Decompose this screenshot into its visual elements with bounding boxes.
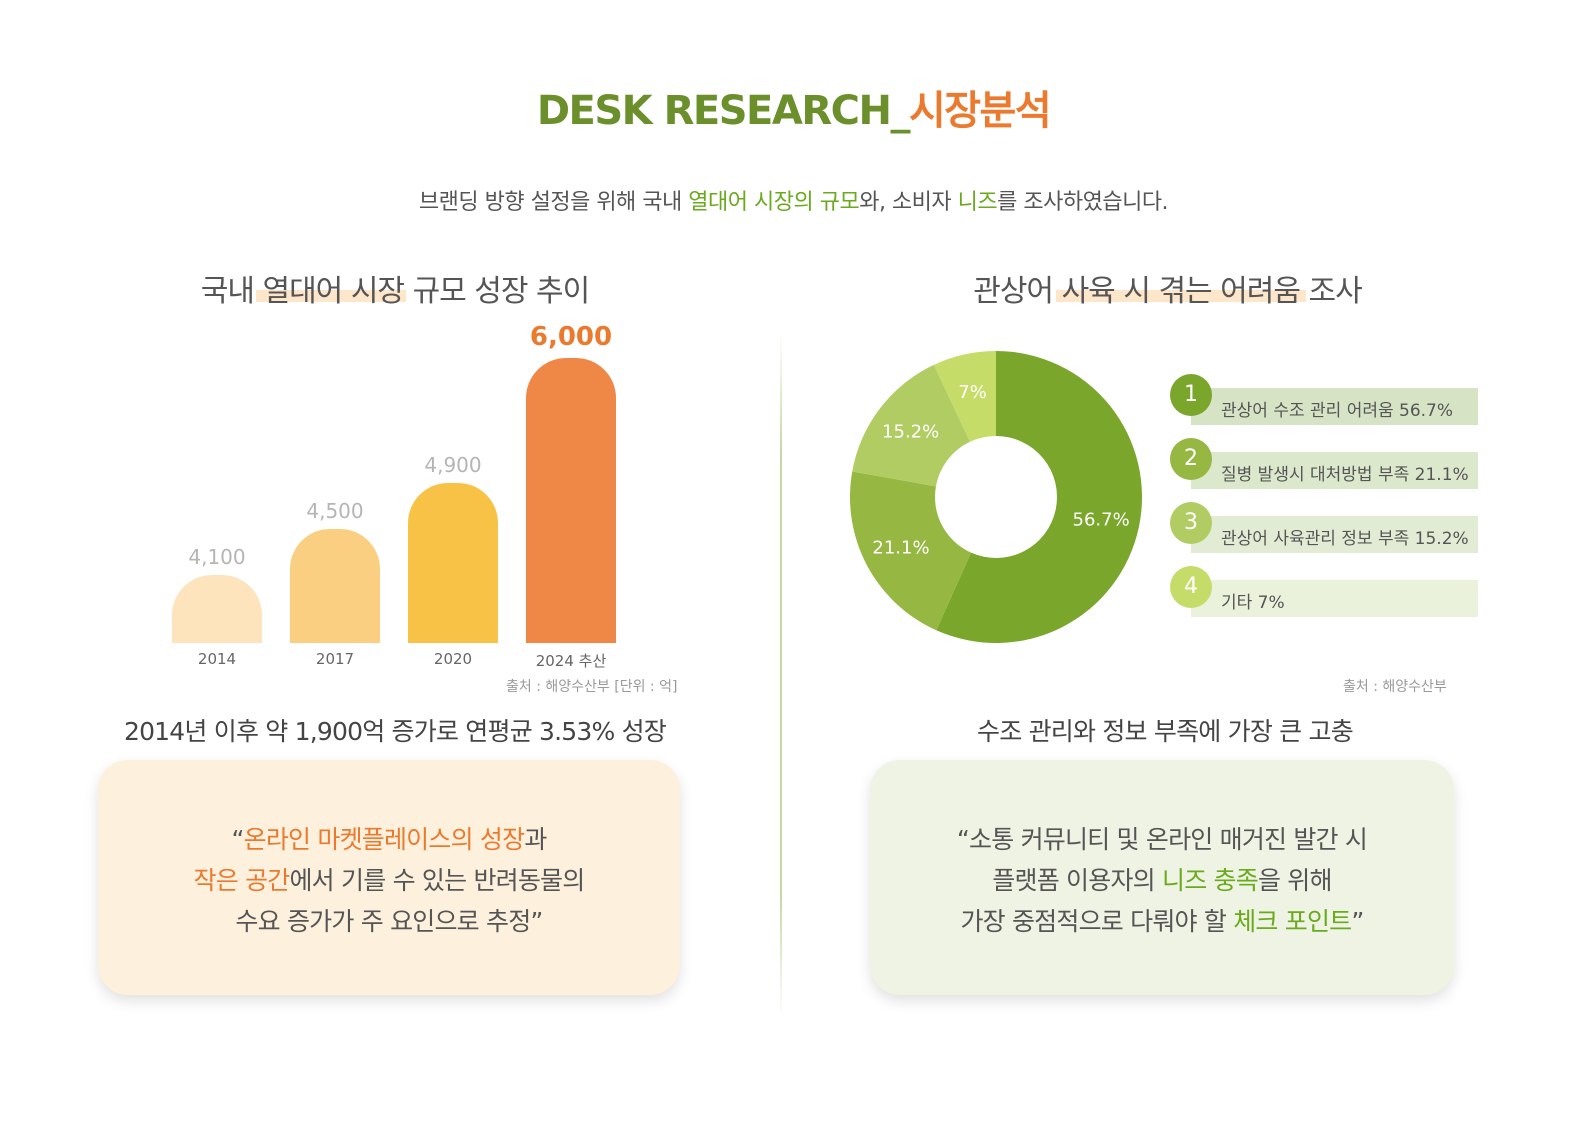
donut-legend: 1 관상어 수조 관리 어려움 56.7% 2 질병 발생시 대처방법 부족 21.1… xyxy=(0,0,1478,617)
legend-number-badge: 2 xyxy=(1170,438,1212,480)
legend-number-badge: 4 xyxy=(1170,566,1212,608)
quote-text: 을 위해 xyxy=(1257,866,1333,895)
heading-part: 조사 xyxy=(1300,274,1363,309)
subtitle-highlight-needs: 니즈 xyxy=(957,190,998,215)
page-title: DESK RESEARCH_시장분석 xyxy=(0,78,1587,136)
legend-number-badge: 3 xyxy=(1170,502,1212,544)
quote-text: 에서 기를 수 있는 반려동물의 xyxy=(289,866,585,895)
donut-slice-label: 7% xyxy=(958,382,987,403)
right-summary: 수조 관리와 정보 부족에 가장 큰 고충 xyxy=(977,717,1354,746)
right-source: 출처 : 해양수산부 xyxy=(1343,679,1447,695)
donut-slice-label: 56.7% xyxy=(1073,509,1130,530)
heading-part: 관상어 xyxy=(973,274,1062,309)
bar-2024 추산 xyxy=(526,358,616,643)
subtitle-part: 와, 소비자 xyxy=(859,190,958,215)
page-subtitle: 브랜딩 방향 설정을 위해 국내 열대어 시장의 규모와, 소비자 니즈를 조사… xyxy=(0,184,1587,216)
quote-line: 플랫폼 이용자의 니즈 충족을 위해 xyxy=(870,861,1454,897)
heading-highlight xyxy=(256,290,406,302)
bar-category-label: 2020 xyxy=(433,650,473,668)
right-section-heading: 관상어 사육 시 겪는 어려움 조사 xyxy=(860,266,1475,310)
bar-value-label: 6,000 xyxy=(529,322,613,352)
bar-category-label: 2024 추산 xyxy=(535,652,607,670)
quote-line: 작은 공간에서 기를 수 있는 반려동물의 xyxy=(98,861,680,897)
donut-slice-label: 15.2% xyxy=(882,422,939,443)
legend-item xyxy=(1191,452,1478,489)
quote-text: ” xyxy=(1351,907,1364,936)
right-quote-box: “소통 커뮤니티 및 온라인 매거진 발간 시 플랫폼 이용자의 니즈 충족을 … xyxy=(870,760,1454,995)
donut-slice-2 xyxy=(850,471,972,631)
heading-highlight-text: 열대어 시장 xyxy=(262,274,405,309)
quote-highlight: 체크 포인트 xyxy=(1233,907,1352,936)
left-source: 출처 : 해양수산부 [단위 : 억] xyxy=(506,679,678,695)
bar-value-label: 4,100 xyxy=(188,544,246,569)
donut-slice-label: 21.1% xyxy=(872,537,929,558)
heading-highlight xyxy=(1056,290,1306,302)
quote-line: “소통 커뮤니티 및 온라인 매거진 발간 시 xyxy=(956,825,1368,854)
title-main: DESK RESEARCH_ xyxy=(536,88,911,134)
donut-slice-1 xyxy=(936,351,1142,643)
quote-text: 플랫폼 이용자의 xyxy=(992,866,1162,895)
legend-item xyxy=(1191,580,1478,617)
quote-line: “온라인 마켓플레이스의 성장과 xyxy=(98,820,680,856)
donut-slice-3 xyxy=(852,364,971,487)
title-accent: 시장분석 xyxy=(908,88,1052,134)
quote-highlight: 온라인 마켓플레이스의 성장 xyxy=(243,825,526,854)
heading-highlight-text: 사육 시 겪는 어려움 xyxy=(1061,274,1301,309)
subtitle-part: 브랜딩 방향 설정을 위해 국내 xyxy=(418,190,689,215)
subtitle-part: 를 조사하였습니다. xyxy=(997,190,1169,215)
legend-label: 기타 7% xyxy=(1221,593,1285,613)
quote-line: 가장 중점적으로 다뤄야 할 체크 포인트” xyxy=(870,902,1454,938)
quote-highlight: 작은 공간 xyxy=(193,866,291,895)
legend-item xyxy=(1191,516,1478,553)
quote-text: 과 xyxy=(524,825,547,854)
legend-item xyxy=(1191,388,1478,425)
legend-label: 질병 발생시 대처방법 부족 21.1% xyxy=(1221,465,1469,485)
bar-2014 xyxy=(172,574,262,643)
bar-category-label: 2017 xyxy=(315,650,355,668)
quote-text: 가장 중점적으로 다뤄야 할 xyxy=(960,907,1234,936)
quote-line: 수요 증가가 주 요인으로 추정” xyxy=(235,907,543,936)
bar-category-label: 2014 xyxy=(197,650,237,668)
left-summary: 2014년 이후 약 1,900억 증가로 연평균 3.53% 성장 xyxy=(123,717,667,746)
quote-open: “ xyxy=(231,825,244,854)
quote-highlight: 니즈 충족 xyxy=(1162,866,1259,895)
legend-label: 관상어 수조 관리 어려움 56.7% xyxy=(1221,401,1454,421)
bar-chart: 4,100 2014 4,500 2017 4,900 2020 6,000 2024 추산 xyxy=(0,0,616,670)
legend-number-badge: 1 xyxy=(1170,374,1212,416)
bar-value-label: 4,500 xyxy=(306,499,364,523)
heading-part: 규모 성장 추이 xyxy=(404,274,591,309)
bar-value-label: 4,900 xyxy=(424,453,482,478)
legend-label: 관상어 사육관리 정보 부족 15.2% xyxy=(1221,529,1469,549)
subtitle-highlight-market: 열대어 시장의 규모 xyxy=(688,190,860,215)
donut-slice-4 xyxy=(933,351,996,442)
bar-2017 xyxy=(290,529,380,643)
heading-part: 국내 xyxy=(200,274,263,309)
left-section-heading: 국내 열대어 시장 규모 성장 추이 xyxy=(90,266,700,310)
bar-2020 xyxy=(408,483,498,643)
section-divider xyxy=(780,332,782,1017)
donut-chart: 56.7% 21.1% 15.2% 7% xyxy=(850,351,1142,643)
left-quote-box: “온라인 마켓플레이스의 성장과 작은 공간에서 기를 수 있는 반려동물의 수… xyxy=(98,760,680,995)
